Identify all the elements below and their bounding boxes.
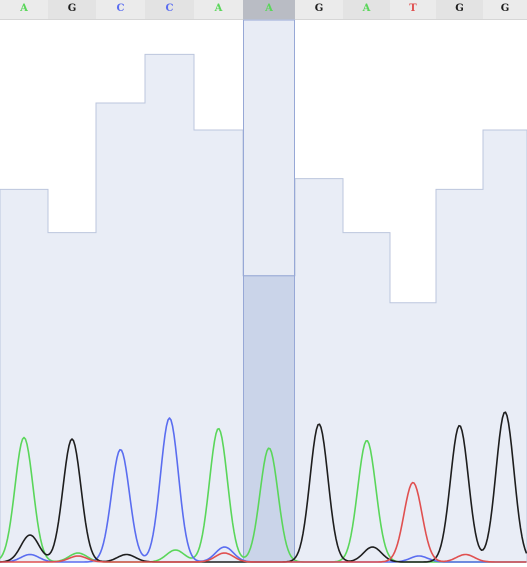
base-column[interactable] — [96, 20, 145, 562]
base-column[interactable] — [194, 20, 243, 562]
base-column[interactable] — [483, 20, 527, 562]
base-column[interactable] — [436, 20, 483, 562]
base-column[interactable] — [243, 20, 295, 562]
base-column[interactable] — [343, 20, 390, 562]
base-column[interactable] — [48, 20, 96, 562]
base-column[interactable] — [145, 20, 194, 562]
base-column[interactable] — [390, 20, 436, 562]
base-column[interactable] — [295, 20, 343, 562]
base-column[interactable] — [0, 20, 48, 562]
